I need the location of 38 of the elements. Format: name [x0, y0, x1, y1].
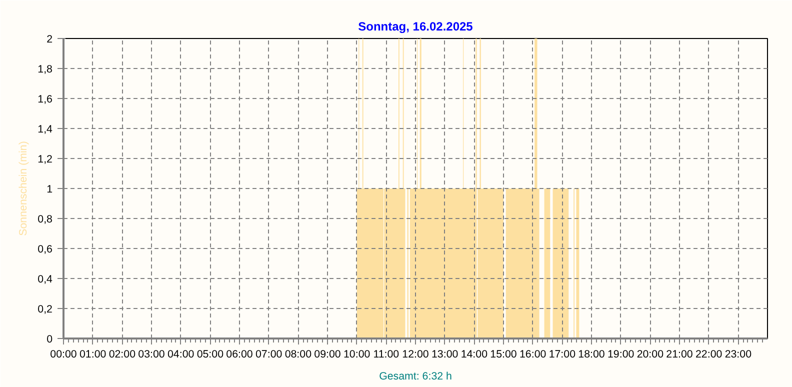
x-tick-label: 17:00 [548, 348, 576, 360]
x-tick-label: 08:00 [284, 348, 312, 360]
x-tick-label: 13:00 [432, 348, 458, 360]
x-tick-label: 18:00 [578, 348, 605, 360]
y-tick-label: 0,4 [38, 274, 53, 286]
x-tick-label: 01:00 [80, 348, 106, 360]
x-tick-label: 07:00 [256, 348, 282, 360]
x-tick-label: 19:00 [608, 348, 634, 360]
y-tick-label: 1 [46, 184, 53, 196]
x-tick-label: 10:00 [344, 348, 370, 360]
x-tick-label: 09:00 [314, 348, 341, 360]
x-tick-label: 05:00 [196, 348, 224, 360]
x-tick-label: 22:00 [696, 348, 722, 360]
x-tick-label: 12:00 [402, 348, 429, 360]
y-tick-label: 1,6 [38, 94, 53, 106]
x-tick-label: 20:00 [636, 348, 664, 360]
x-tick-label: 23:00 [724, 348, 752, 360]
y-tick-label: 0,8 [38, 214, 53, 226]
x-tick-label: 06:00 [226, 348, 253, 360]
y-tick-label: 0 [46, 334, 53, 346]
y-tick-label: 1,4 [38, 124, 53, 136]
x-tick-label: 11:00 [373, 348, 400, 360]
x-tick-label: 04:00 [168, 348, 194, 360]
y-tick-label: 1,2 [38, 154, 53, 166]
text: Gesamt: 6:32 h [379, 370, 452, 382]
x-tick-label: 15:00 [490, 348, 517, 360]
y-tick-label: 1,8 [38, 64, 53, 76]
x-tick-label: 03:00 [138, 348, 165, 360]
y-tick-label: 0,6 [38, 244, 53, 256]
x-tick-label: 00:00 [50, 348, 77, 360]
x-tick-label: 21:00 [666, 348, 693, 360]
chart-title: Sonntag, 16.02.2025 [358, 20, 474, 34]
x-tick-label: 16:00 [520, 348, 546, 360]
y-tick-label: 2 [46, 34, 53, 46]
x-tick-label: 14:00 [460, 348, 488, 360]
y-tick-label: 0,2 [38, 304, 53, 316]
y-axis-title: Sonnenschein (min) [18, 141, 30, 236]
x-tick-label: 02:00 [108, 348, 136, 360]
